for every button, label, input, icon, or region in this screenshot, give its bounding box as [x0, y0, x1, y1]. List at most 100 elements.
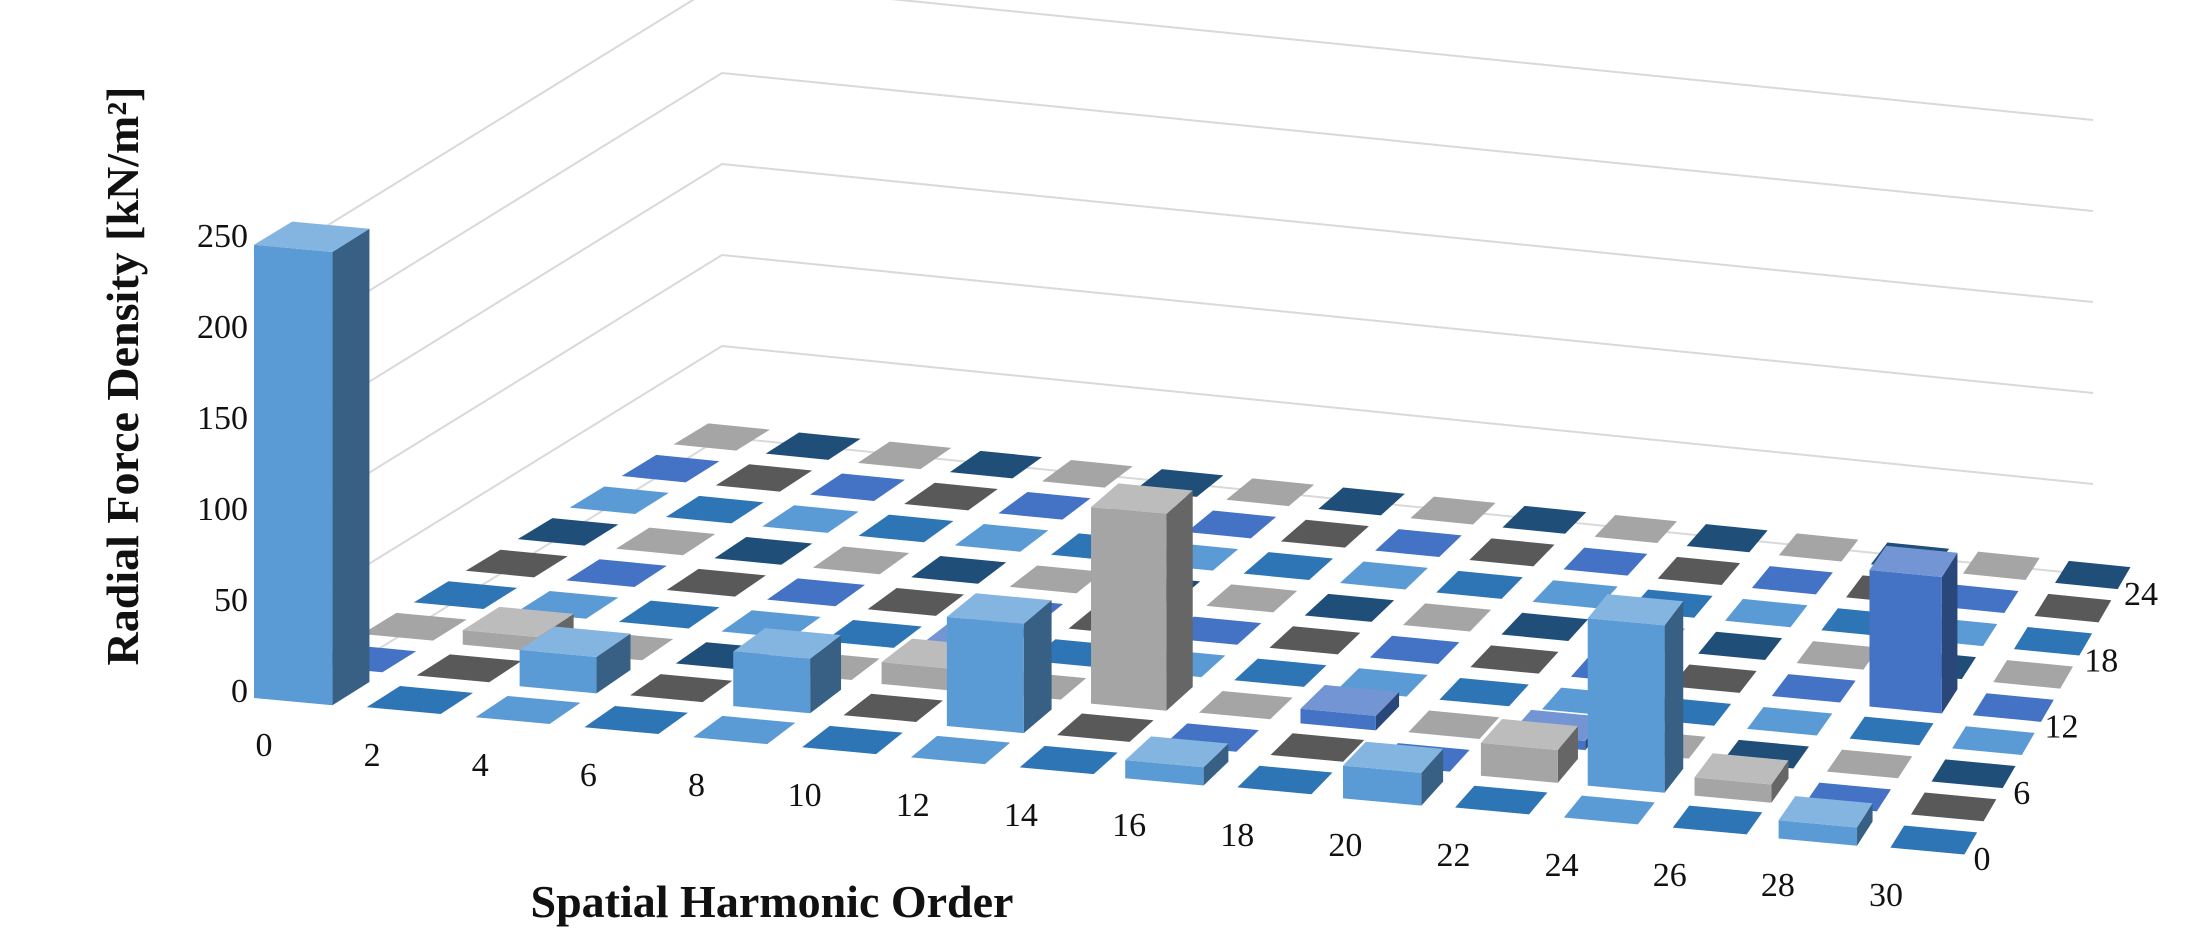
bar [1300, 684, 1400, 731]
bar [1869, 545, 1958, 714]
x-axis-title: Spatial Harmonic Order [531, 876, 1014, 927]
floor-marker [1501, 612, 1589, 641]
bar [733, 628, 842, 714]
x-tick-label: 0 [256, 727, 273, 764]
floor-marker [616, 527, 716, 556]
gridline [311, 344, 2094, 600]
x-tick-label: 12 [896, 787, 930, 824]
floor-marker [812, 546, 910, 575]
floor-marker [1972, 693, 2054, 722]
floor-marker [1280, 519, 1369, 548]
floor-marker [621, 454, 720, 483]
floor-marker [630, 674, 733, 703]
y-tick-label: 200 [197, 309, 248, 346]
floor-marker [1747, 706, 1833, 736]
floor-marker [1849, 716, 1934, 746]
bar-top [946, 593, 1052, 624]
bar [1587, 594, 1684, 793]
bar-top [462, 606, 574, 638]
z-tick-label: 12 [2045, 709, 2079, 746]
y-tick-label: 250 [197, 218, 248, 255]
bar-front [1778, 820, 1858, 846]
bar-side [1023, 600, 1052, 734]
bar [1343, 741, 1444, 806]
floor-marker [1671, 664, 1757, 693]
bar-top [1480, 718, 1578, 751]
bar-side [332, 228, 370, 706]
bar-front [733, 651, 811, 714]
floor-marker [714, 537, 813, 565]
floor-marker [910, 735, 1011, 765]
z-tick-label: 24 [2124, 576, 2158, 613]
bar-side [810, 635, 842, 714]
bar-top [733, 628, 842, 659]
y-tick-label: 50 [214, 582, 248, 619]
bar [1091, 483, 1193, 711]
x-tick-label: 24 [1545, 847, 1579, 884]
floor-marker [858, 514, 954, 543]
x-tick-label: 8 [688, 767, 705, 804]
floor-marker [767, 578, 865, 607]
floor-marker [1751, 566, 1833, 595]
bars [254, 221, 1958, 846]
x-tick-label: 20 [1328, 827, 1362, 864]
bar-side [1941, 552, 1958, 714]
floor-marker [1243, 552, 1334, 581]
floor-marker [810, 473, 905, 502]
floor-marker [1057, 713, 1154, 742]
bar-top [254, 221, 370, 253]
floor-marker [1796, 641, 1880, 670]
bar-side [1375, 691, 1400, 731]
floor-marker [998, 491, 1091, 520]
bar-front [1091, 507, 1167, 711]
floor-marker [802, 725, 903, 755]
bar-side [1557, 726, 1578, 783]
bar [519, 626, 631, 694]
floor-marker [566, 559, 667, 587]
floor-marker [1910, 792, 1997, 822]
bar-front [881, 662, 957, 692]
x-tick-label: 26 [1653, 857, 1687, 894]
bar-front [1125, 760, 1204, 786]
floor-marker [1698, 631, 1783, 661]
floor-marker [1019, 745, 1118, 775]
y-tick-label: 150 [197, 400, 248, 437]
floor-marker [618, 600, 720, 629]
floor-marker [475, 696, 581, 725]
gridline [311, 0, 2094, 236]
x-tick-label: 28 [1761, 867, 1795, 904]
floor-marker [1455, 785, 1548, 815]
bar-front [1694, 777, 1772, 803]
bar-top [1587, 594, 1684, 626]
bar-front [519, 649, 597, 694]
bar-front [1869, 570, 1942, 714]
y-axis-title: Radial Force Density [kN/m²] [97, 87, 148, 666]
bar-front [946, 616, 1024, 734]
floor-marker [715, 464, 813, 492]
bar-top [1869, 545, 1958, 577]
y-axis-ticks: 0 50 100 150 200 250 [197, 218, 248, 710]
floor-marker [1009, 565, 1104, 594]
x-axis-ticks: 0 2 4 6 8 10 12 14 16 18 20 22 24 26 28 30 [256, 727, 1904, 914]
bar [946, 593, 1052, 734]
floor-marker [584, 705, 688, 735]
floor-marker [904, 482, 998, 511]
floor-marker [1778, 533, 1859, 562]
bar-front [1343, 765, 1422, 806]
floor-marker [1410, 496, 1496, 525]
bar-top [1694, 753, 1789, 785]
x-tick-label: 2 [364, 737, 381, 774]
floor-marker [1403, 603, 1492, 632]
floor-marker [1237, 765, 1333, 795]
gridline [311, 71, 2094, 327]
bar-top [1300, 684, 1400, 716]
gridline [311, 253, 2094, 509]
floor-marker [1436, 570, 1523, 599]
floor-marker [366, 686, 474, 714]
bar-top [1778, 796, 1873, 828]
floor-marker [765, 432, 861, 460]
floor-marker [1931, 759, 2016, 789]
bar-top [1125, 736, 1229, 768]
bar-front [462, 630, 539, 652]
